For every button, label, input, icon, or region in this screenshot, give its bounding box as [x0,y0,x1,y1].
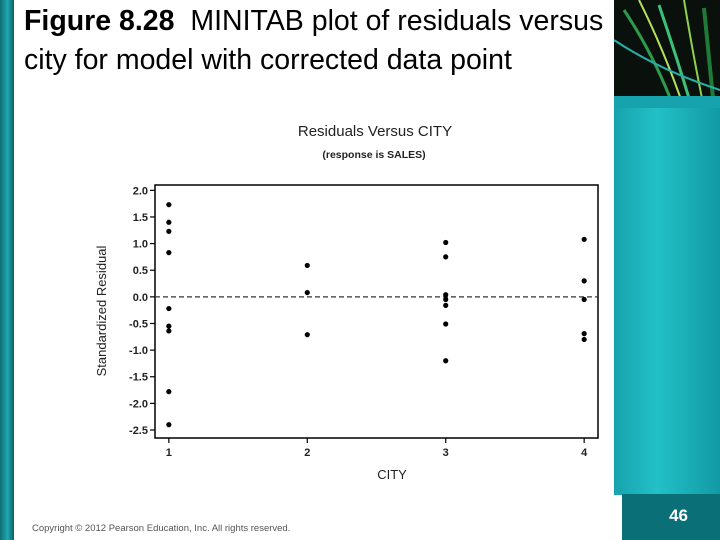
y-tick-label: -0.5 [129,318,148,330]
x-tick-label: 1 [166,447,172,459]
residual-point [443,302,449,308]
residual-point [443,292,449,298]
residual-point [581,278,587,284]
x-tick-label: 4 [581,447,588,459]
figure-number: Figure 8.28 [24,5,175,37]
plot-frame [154,184,599,439]
x-tick-label: 2 [304,447,310,459]
y-tick-label: 1.0 [133,239,148,251]
y-axis-label: Standardized Residual [94,245,109,376]
residual-point [304,332,310,338]
slide-title: Figure 8.28 MINITAB plot of residuals ve… [24,2,614,80]
residual-point [166,228,172,234]
y-tick-label: -1.0 [129,345,148,357]
residual-point [166,422,172,428]
residual-point [581,236,587,242]
y-tick-label: 2.0 [133,185,148,197]
corner-decor-image [614,0,720,108]
x-tick-label: 3 [443,447,449,459]
residual-point [304,289,310,296]
figure-caption: MINITAB plot of residuals versus city fo… [24,5,604,76]
y-tick-label: -2.0 [129,398,148,410]
residual-point [443,239,449,246]
y-axis-ticks: 2.0 1.5 1.0 0.5 0.0 -0.5 -1.0 -1.5 -2.0 -2.5 [129,185,155,437]
residual-point [166,202,172,208]
page-number-box: 46 [622,494,720,540]
residual-point [166,305,172,312]
copyright-notice: Copyright © 2012 Pearson Education, Inc.… [32,523,291,534]
x-axis-label: CITY [377,467,407,482]
residual-point [166,323,172,329]
chart-title: Residuals Versus CITY [298,123,452,140]
residual-point [166,389,172,395]
residual-point [166,328,172,334]
page-number: 46 [669,506,688,525]
residual-point [443,296,449,303]
residual-point [581,336,587,343]
residual-point [443,254,449,260]
data-points [166,202,587,428]
residuals-chart: Residuals Versus CITY (response is SALES… [94,123,599,482]
chart-subtitle: (response is SALES) [322,149,425,161]
residual-point [166,219,172,225]
residual-point [581,331,587,337]
x-axis-ticks: 1 2 3 4 [166,438,588,459]
left-decor-bar [0,0,14,540]
y-tick-label: 0.0 [133,292,148,304]
y-tick-label: -1.5 [129,372,148,384]
y-tick-label: -2.5 [129,425,148,437]
y-tick-label: 1.5 [133,212,148,224]
residual-point [443,358,449,364]
residual-point [304,262,310,269]
residual-point [443,321,449,327]
right-decor-bar [614,95,720,495]
residual-point [166,250,172,256]
y-tick-label: 0.5 [133,265,148,277]
residual-point [581,296,587,303]
